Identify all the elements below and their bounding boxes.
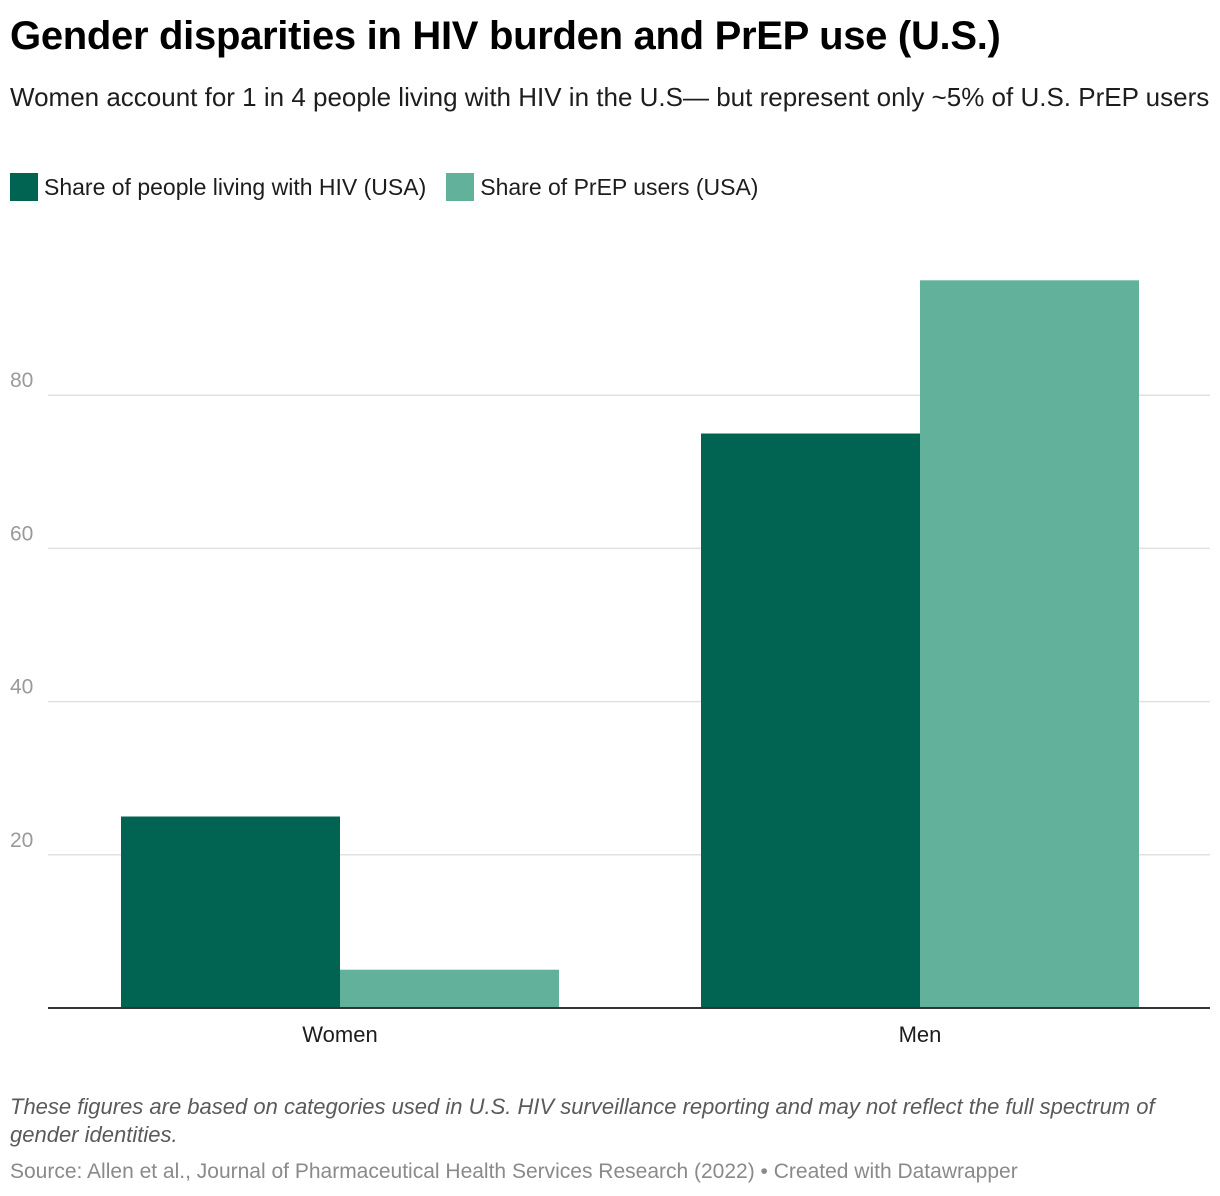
- footnote: These figures are based on categories us…: [10, 1094, 1155, 1147]
- x-tick-label-men: Men: [899, 1022, 942, 1047]
- x-tick-label-women: Women: [302, 1022, 377, 1047]
- legend-item-hiv: Share of people living with HIV (USA): [10, 173, 426, 201]
- bar-chart: 20 40 60 80 Women Men: [10, 280, 1210, 1047]
- y-tick-label-80: 80: [10, 369, 33, 392]
- legend-swatch-prep: [446, 173, 475, 201]
- chart-title: Gender disparities in HIV burden and PrE…: [10, 14, 1001, 58]
- source-line: Source: Allen et al., Journal of Pharmac…: [10, 1160, 1018, 1183]
- bar-women-hiv: [121, 816, 340, 1008]
- y-tick-label-40: 40: [10, 676, 33, 699]
- bar-women-prep: [340, 969, 559, 1008]
- y-tick-label-60: 60: [10, 522, 33, 545]
- chart-subtitle: Women account for 1 in 4 people living w…: [10, 82, 1210, 112]
- legend-item-prep: Share of PrEP users (USA): [446, 173, 758, 201]
- legend-label-prep: Share of PrEP users (USA): [480, 174, 759, 200]
- legend-swatch-hiv: [10, 173, 38, 201]
- y-tick-label-20: 20: [10, 829, 33, 852]
- bar-men-hiv: [701, 433, 920, 1008]
- legend: Share of people living with HIV (USA) Sh…: [10, 172, 778, 202]
- legend-label-hiv: Share of people living with HIV (USA): [44, 174, 427, 200]
- bar-men-prep: [920, 280, 1139, 1008]
